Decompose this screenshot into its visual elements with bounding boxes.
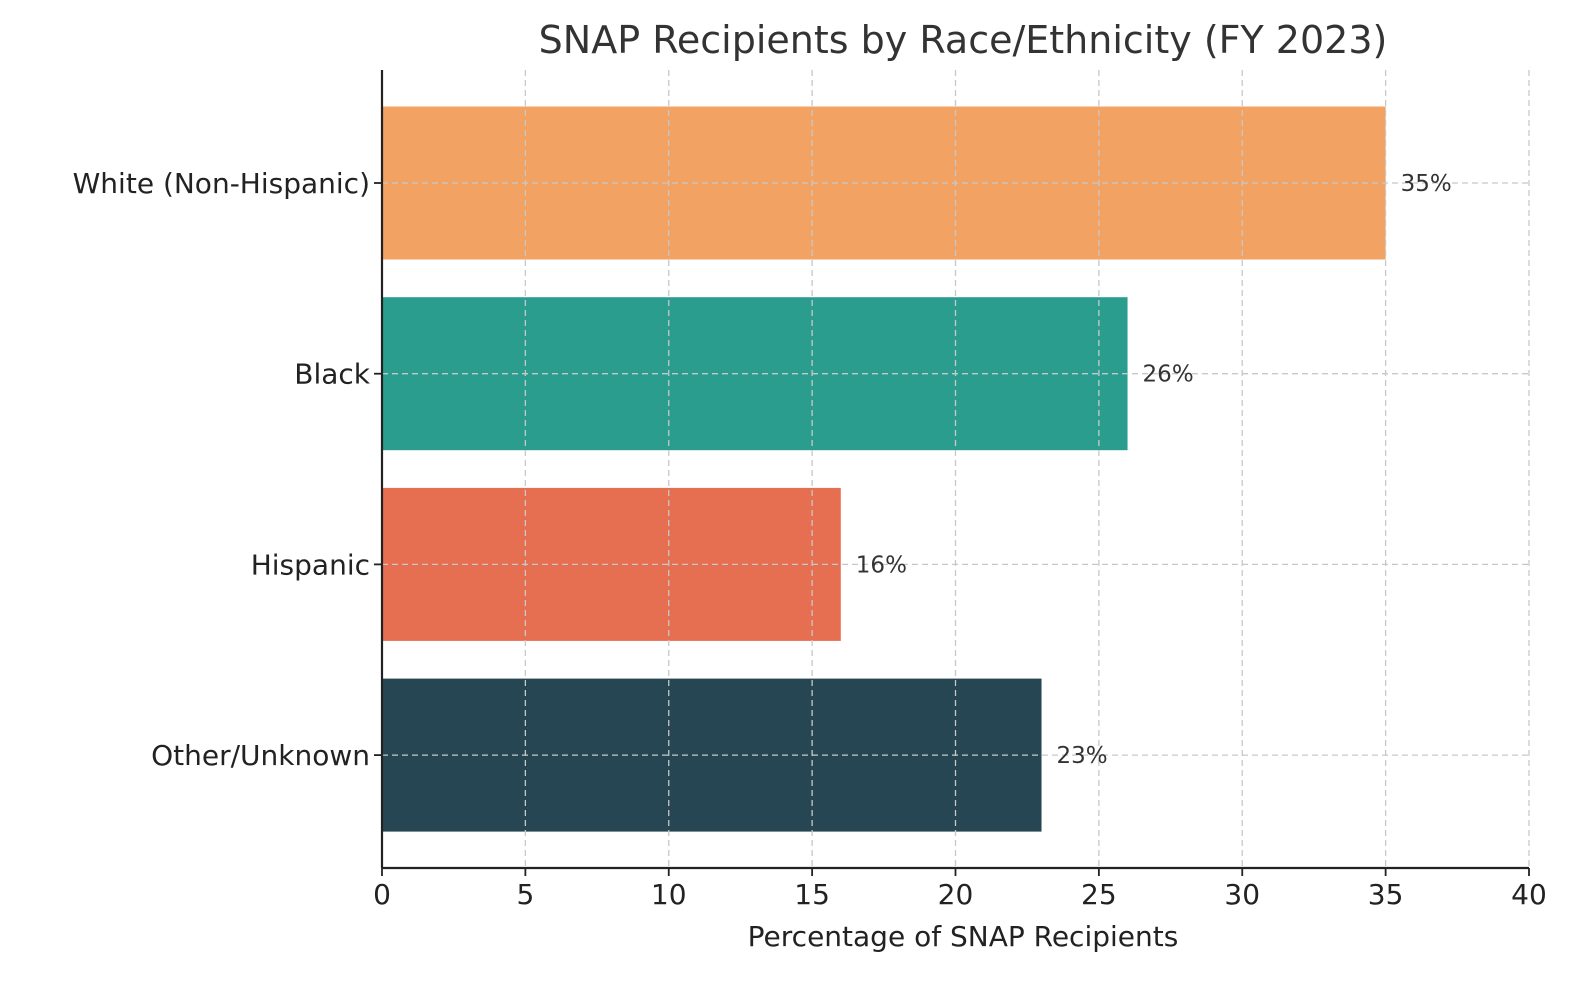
value-label: 35% bbox=[1401, 171, 1452, 197]
bar-hispanic bbox=[382, 487, 841, 641]
x-tick-label: 35 bbox=[1368, 878, 1404, 911]
labels: 0 5 10 15 20 25 30 35 40 White (Non-Hispanic) Blac… bbox=[73, 167, 1547, 911]
x-tick-label: 10 bbox=[651, 878, 687, 911]
x-tick-label: 30 bbox=[1224, 878, 1260, 911]
bars bbox=[382, 106, 1386, 832]
category-label: Hispanic bbox=[251, 548, 370, 581]
x-tick-label: 5 bbox=[516, 878, 534, 911]
category-label: Other/Unknown bbox=[151, 739, 370, 772]
bar-other-unknown bbox=[382, 678, 1042, 832]
category-label: Black bbox=[294, 358, 371, 391]
chart-title: SNAP Recipients by Race/Ethnicity (FY 20… bbox=[539, 18, 1388, 62]
category-label: White (Non-Hispanic) bbox=[73, 167, 370, 200]
x-tick-label: 25 bbox=[1081, 878, 1117, 911]
x-tick-label: 15 bbox=[794, 878, 830, 911]
value-label: 26% bbox=[1143, 362, 1194, 388]
grid bbox=[382, 70, 1530, 868]
x-tick-label: 40 bbox=[1511, 878, 1547, 911]
value-label: 16% bbox=[856, 552, 907, 578]
x-tick-label: 20 bbox=[938, 878, 974, 911]
x-tick-label: 0 bbox=[373, 878, 391, 911]
x-axis-title: Percentage of SNAP Recipients bbox=[748, 920, 1179, 953]
axes bbox=[374, 70, 1530, 876]
value-label: 23% bbox=[1057, 743, 1108, 769]
